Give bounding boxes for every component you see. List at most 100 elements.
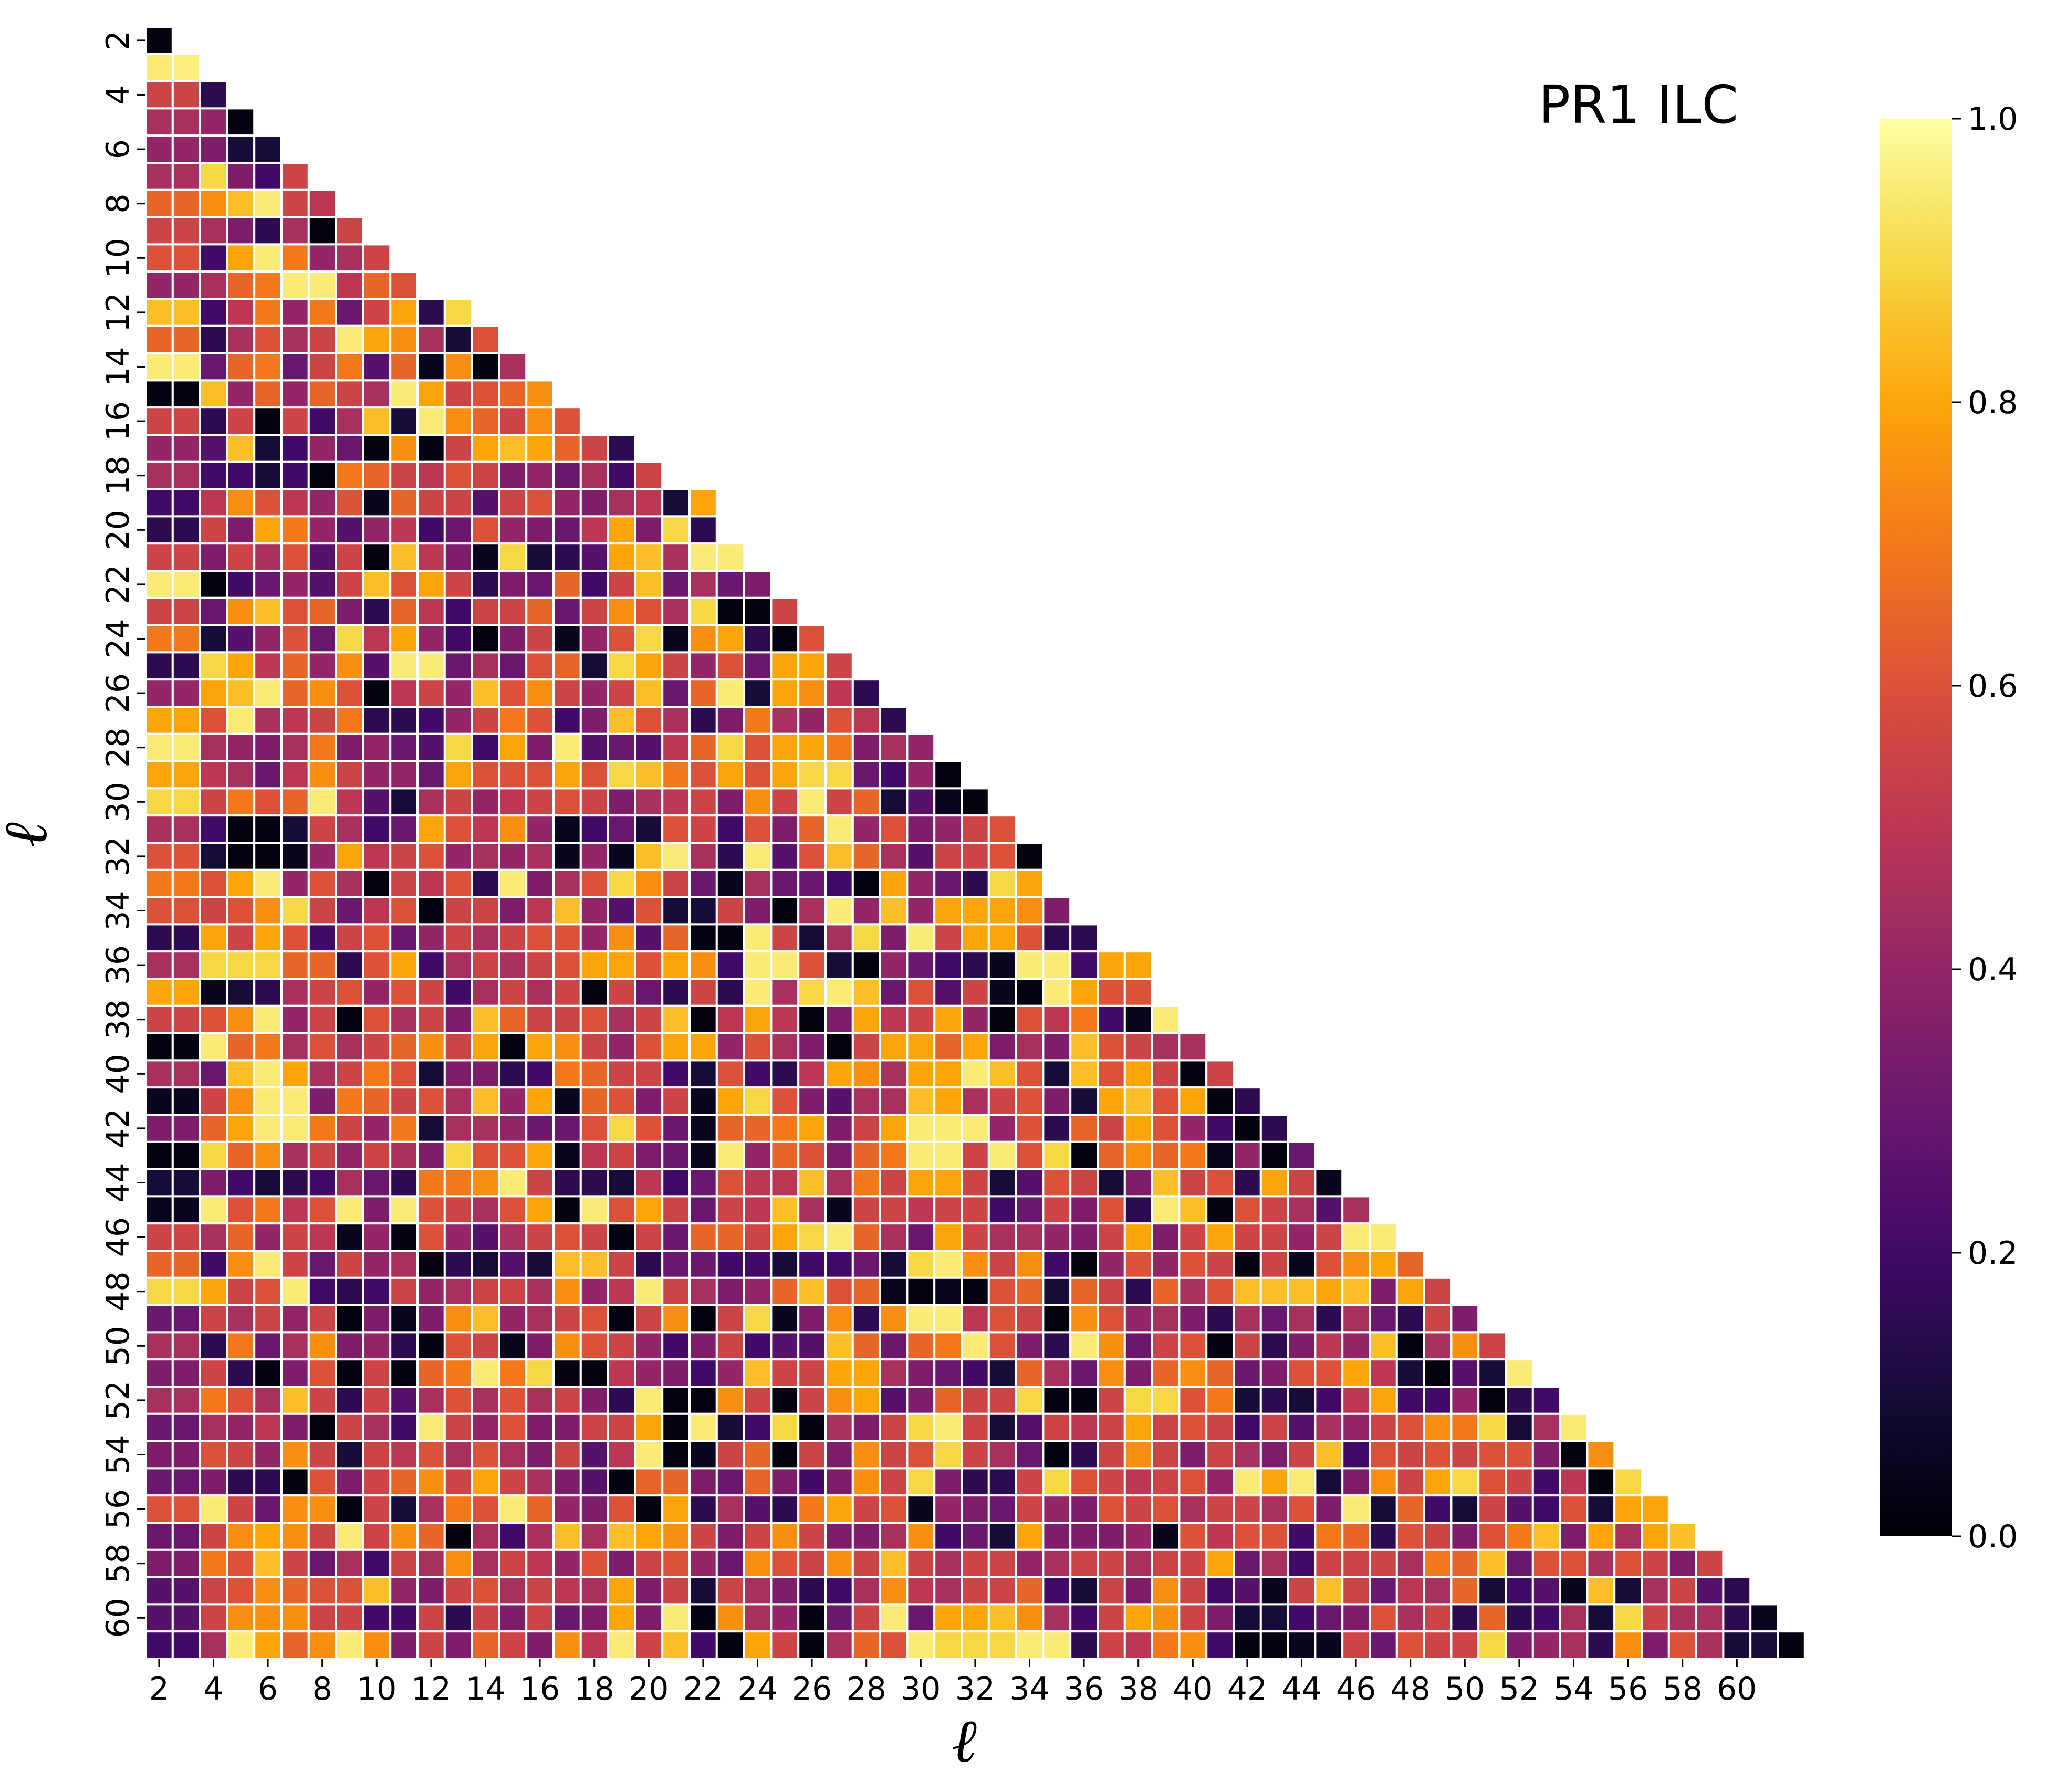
heatmap-cell — [416, 1494, 446, 1524]
heatmap-cell — [1151, 1603, 1181, 1633]
heatmap-cell — [552, 1440, 582, 1470]
heatmap-cell — [416, 1386, 446, 1415]
heatmap-cell — [607, 1603, 636, 1633]
heatmap-cell — [906, 1331, 936, 1361]
heatmap-cell — [1151, 1331, 1181, 1361]
heatmap-cell — [688, 896, 718, 926]
heatmap-cell — [715, 1358, 745, 1388]
heatmap-cell — [171, 1576, 201, 1606]
heatmap-cell — [1151, 1168, 1181, 1198]
heatmap-cell — [661, 651, 691, 681]
heatmap-cell — [987, 1004, 1017, 1034]
heatmap-cell — [770, 760, 800, 790]
x-tick-label: 36 — [1064, 1671, 1104, 1707]
heatmap-cell — [525, 1168, 555, 1198]
heatmap-cell — [280, 1276, 310, 1306]
heatmap-cell — [307, 760, 337, 790]
heatmap-cell — [715, 1086, 745, 1116]
heatmap-cell — [498, 1195, 528, 1225]
heatmap-cell — [961, 1522, 990, 1551]
heatmap-cell — [961, 1114, 990, 1143]
heatmap-cell — [280, 188, 310, 218]
x-tick-label: 2 — [149, 1671, 169, 1707]
heatmap-cell — [226, 270, 256, 300]
heatmap-cell — [1749, 1630, 1779, 1660]
heatmap-cell — [416, 1086, 446, 1116]
heatmap-cell — [335, 923, 364, 953]
heatmap-cell — [1123, 1576, 1153, 1606]
heatmap-cell — [171, 896, 201, 926]
heatmap-cell — [199, 243, 228, 273]
heatmap-cell — [498, 434, 528, 463]
heatmap-cell — [416, 1059, 446, 1089]
heatmap-cell — [797, 1004, 827, 1034]
heatmap-cell — [688, 1195, 718, 1225]
heatmap-cell — [416, 1140, 446, 1170]
heatmap-cell — [961, 1467, 990, 1497]
heatmap-cell — [226, 188, 256, 218]
heatmap-cell — [144, 53, 174, 82]
heatmap-cell — [416, 1358, 446, 1388]
heatmap-cell — [607, 1358, 636, 1388]
heatmap-cell — [144, 1004, 174, 1034]
heatmap-cell — [743, 1522, 773, 1551]
heatmap-cell — [1178, 1467, 1208, 1497]
heatmap-cell — [1205, 1494, 1235, 1524]
heatmap-cell — [1450, 1412, 1480, 1442]
heatmap-cell — [1395, 1412, 1425, 1442]
heatmap-cell — [253, 1032, 283, 1062]
heatmap-cell — [851, 950, 881, 980]
heatmap-cell — [253, 624, 283, 654]
heatmap-cell — [607, 1059, 636, 1089]
heatmap-cell — [824, 1304, 854, 1334]
heatmap-cell — [307, 406, 337, 436]
heatmap-cell — [552, 706, 582, 735]
heatmap-cell — [743, 651, 773, 681]
heatmap-cell — [933, 1603, 963, 1633]
heatmap-cell — [144, 814, 174, 844]
heatmap-cell — [661, 542, 691, 572]
heatmap-cell — [607, 651, 636, 681]
heatmap-cell — [688, 1059, 718, 1089]
heatmap-cell — [1695, 1548, 1725, 1578]
heatmap-cell — [933, 1195, 963, 1225]
heatmap-cell — [144, 1250, 174, 1279]
heatmap-cell — [280, 732, 310, 762]
heatmap-cell — [1287, 1522, 1317, 1551]
heatmap-cell — [661, 1059, 691, 1089]
heatmap-cell — [1069, 978, 1099, 1007]
heatmap-cell — [1097, 1168, 1126, 1198]
heatmap-cell — [199, 1114, 228, 1143]
heatmap-cell — [280, 1168, 310, 1198]
heatmap-cell — [1369, 1522, 1398, 1551]
heatmap-cell — [443, 896, 473, 926]
heatmap-cell — [634, 1168, 664, 1198]
colorbar-tick-label: 0.2 — [1968, 1235, 2018, 1272]
heatmap-cell — [144, 760, 174, 790]
heatmap-cell — [389, 923, 419, 953]
heatmap-cell — [1287, 1250, 1317, 1279]
heatmap-cell — [280, 896, 310, 926]
heatmap-cell — [1695, 1576, 1725, 1606]
y-tick-label: 2 — [100, 30, 137, 50]
heatmap-cell — [552, 1412, 582, 1442]
heatmap-cell — [171, 379, 201, 409]
heatmap-cell — [280, 1250, 310, 1279]
heatmap-cell — [1233, 1440, 1262, 1470]
heatmap-cell — [961, 1576, 990, 1606]
heatmap-cell — [443, 1032, 473, 1062]
heatmap-cell — [1259, 1195, 1289, 1225]
heatmap-cell — [1777, 1630, 1806, 1660]
heatmap-cell — [280, 787, 310, 817]
heatmap-cell — [1423, 1386, 1453, 1415]
y-tick-label: 34 — [100, 890, 137, 930]
heatmap-cell — [770, 1168, 800, 1198]
heatmap-cell — [1233, 1358, 1262, 1388]
heatmap-cell — [1613, 1603, 1643, 1633]
heatmap-cell — [525, 1386, 555, 1415]
heatmap-cell — [226, 1114, 256, 1143]
heatmap-cell — [1178, 1576, 1208, 1606]
heatmap-cell — [280, 842, 310, 871]
heatmap-cell — [1178, 1522, 1208, 1551]
heatmap-cell — [607, 1004, 636, 1034]
